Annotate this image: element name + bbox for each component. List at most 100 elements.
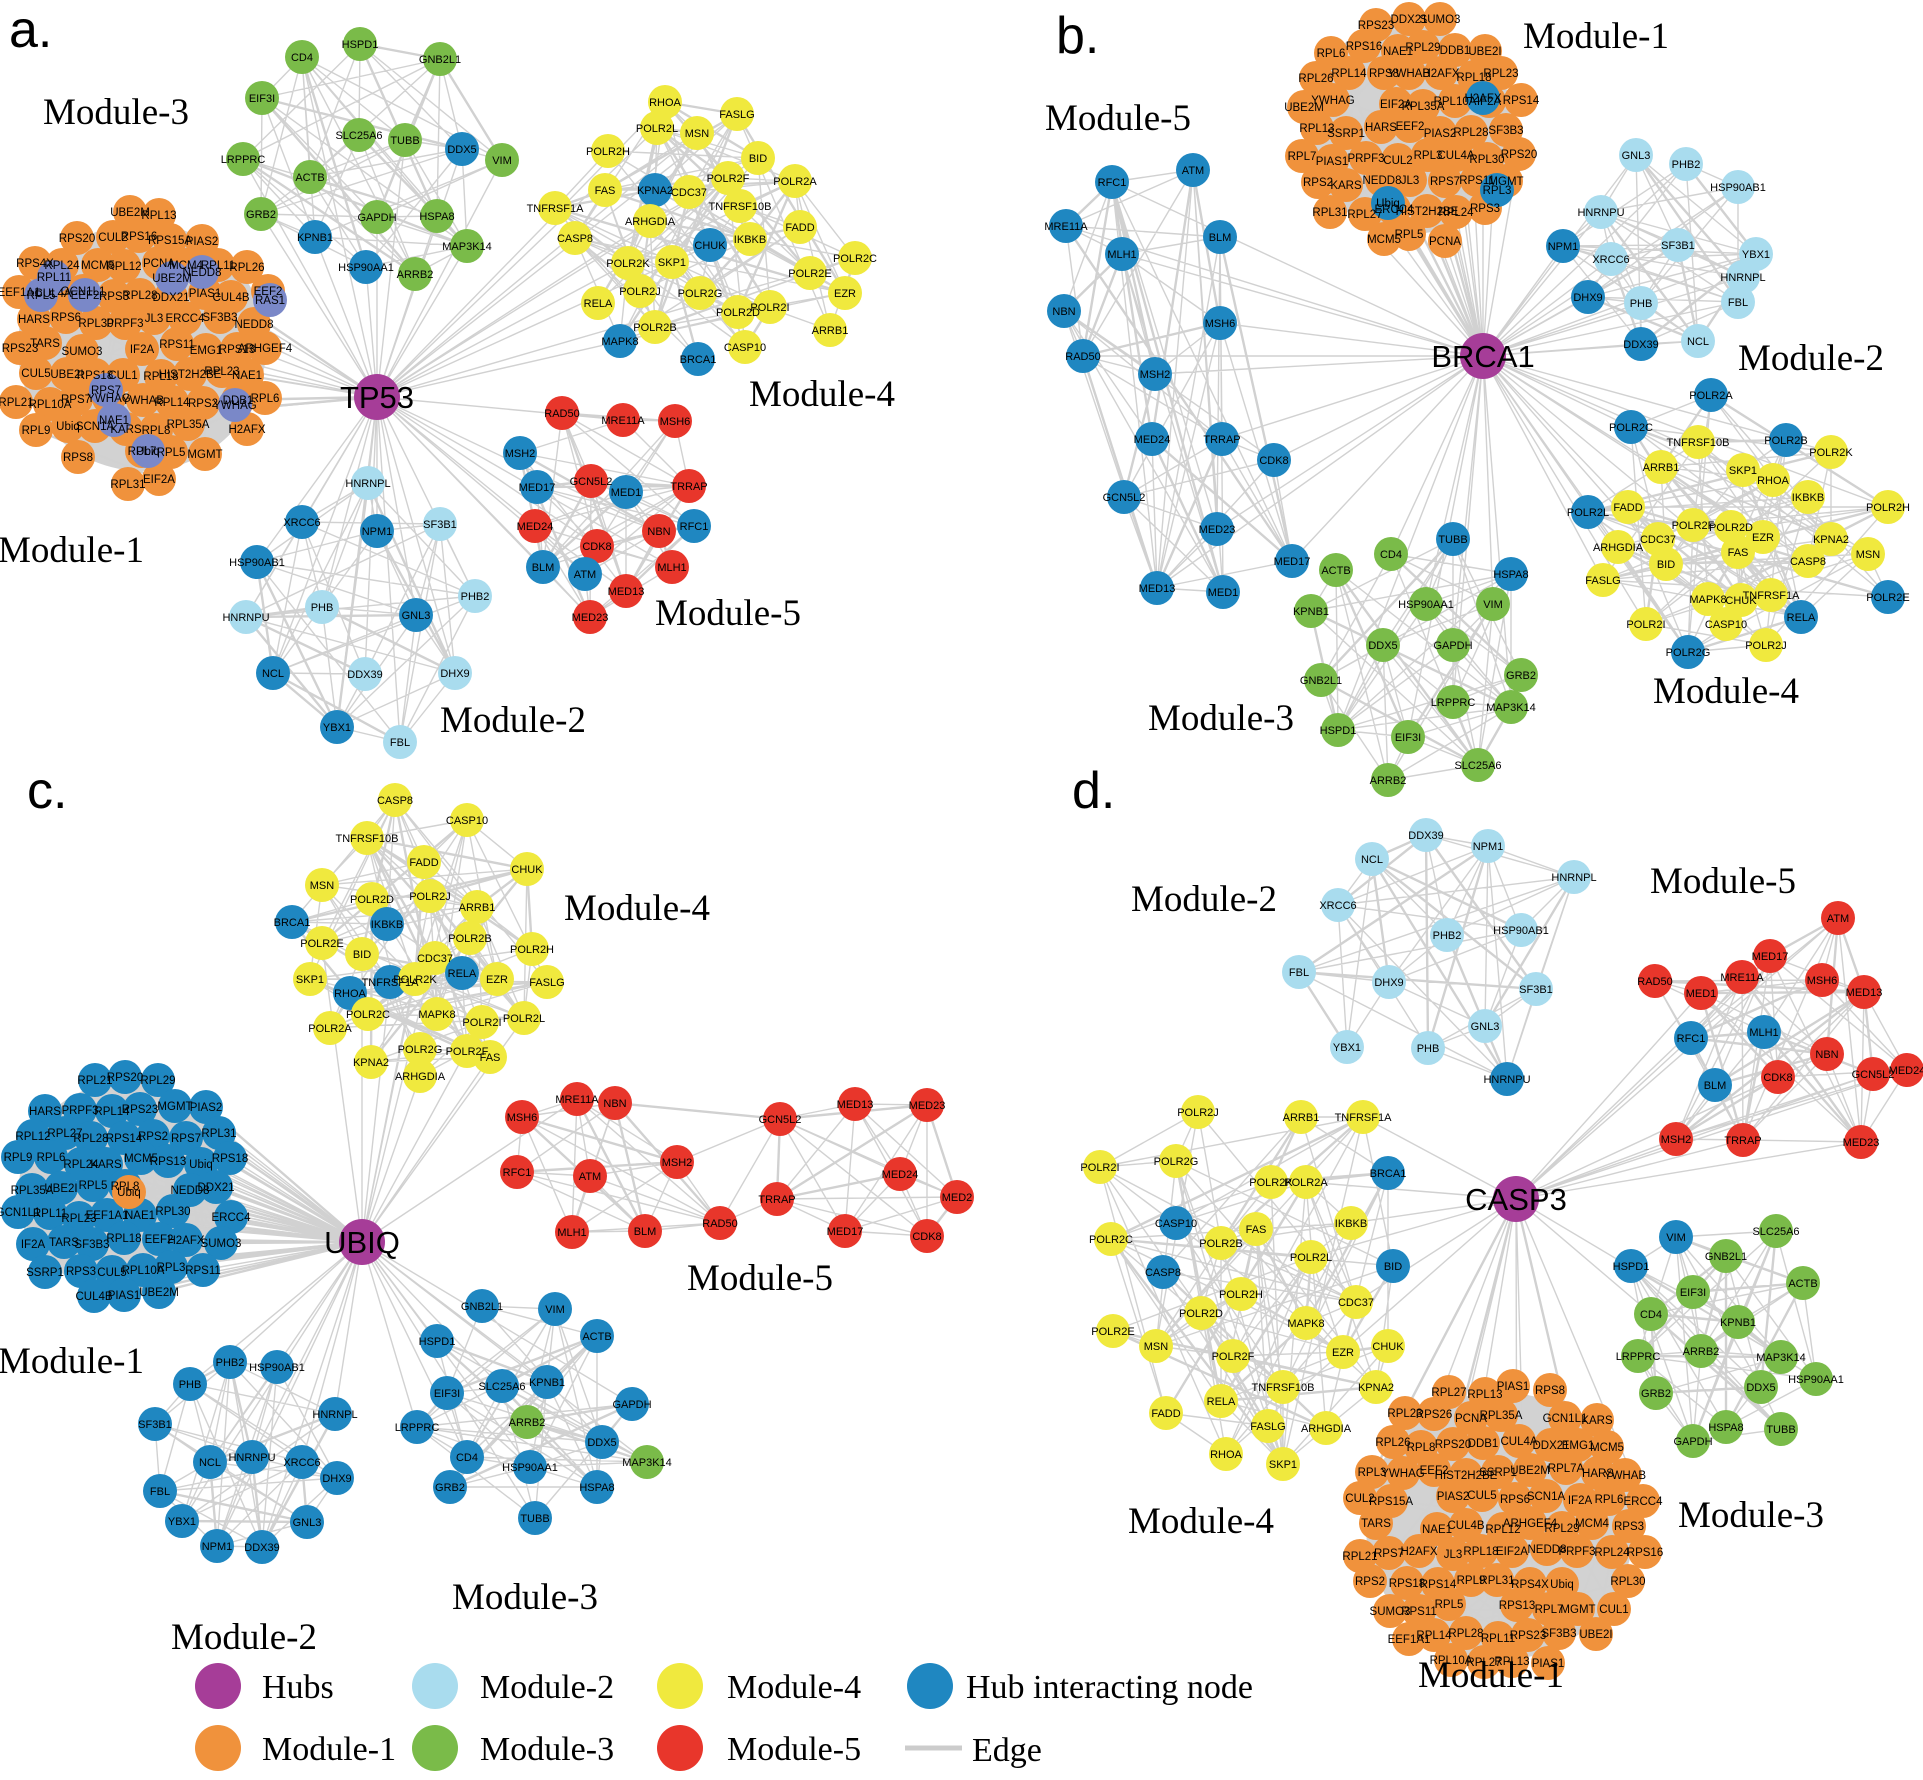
svg-text:a.: a. [9, 1, 52, 59]
svg-text:MED17: MED17 [1752, 951, 1789, 963]
svg-text:ARRB2: ARRB2 [1370, 775, 1407, 787]
svg-text:TNFRSF1A: TNFRSF1A [527, 203, 585, 215]
svg-text:GCN1L1: GCN1L1 [1543, 1413, 1588, 1425]
svg-text:ACTB: ACTB [1321, 565, 1350, 577]
svg-text:UBE2I: UBE2I [1468, 46, 1501, 58]
svg-text:MED23: MED23 [1843, 1137, 1880, 1149]
svg-text:SCN1A: SCN1A [1527, 1491, 1566, 1503]
svg-text:TNFRSF10B: TNFRSF10B [1667, 437, 1730, 449]
svg-text:CASP3: CASP3 [1465, 1182, 1567, 1217]
svg-text:LRPPRC: LRPPRC [1431, 697, 1476, 709]
svg-text:SKP1: SKP1 [1729, 465, 1757, 477]
svg-text:CUL4B: CUL4B [212, 292, 249, 304]
svg-text:DDX39: DDX39 [1623, 339, 1658, 351]
svg-text:RPS3: RPS3 [66, 1266, 96, 1278]
svg-text:PIAS2: PIAS2 [1437, 1491, 1470, 1503]
svg-text:KARS: KARS [1581, 1415, 1613, 1427]
svg-text:Module-3: Module-3 [480, 1731, 614, 1768]
svg-text:YWHAG: YWHAG [87, 393, 131, 405]
svg-text:RPL27: RPL27 [1466, 1657, 1501, 1669]
svg-text:RPL24: RPL24 [1438, 207, 1474, 219]
svg-text:DDX5: DDX5 [447, 144, 476, 156]
svg-text:DDX21: DDX21 [152, 292, 189, 304]
svg-text:MED1: MED1 [1686, 988, 1717, 1000]
svg-text:JL3: JL3 [145, 313, 164, 325]
svg-text:RPL7A: RPL7A [1548, 1463, 1585, 1475]
svg-text:GCN1L1: GCN1L1 [61, 286, 106, 298]
svg-text:HSPA8: HSPA8 [579, 1482, 614, 1494]
svg-text:TARS: TARS [49, 1237, 79, 1249]
svg-text:POLR2I: POLR2I [1626, 619, 1665, 631]
svg-text:YBX1: YBX1 [323, 722, 351, 734]
svg-text:POLR2C: POLR2C [346, 1009, 390, 1021]
svg-text:RFC1: RFC1 [680, 521, 709, 533]
svg-text:POLR2F: POLR2F [1212, 1351, 1255, 1363]
svg-text:Module-3: Module-3 [43, 92, 189, 133]
svg-text:DDX5: DDX5 [1368, 640, 1397, 652]
svg-text:DHX9: DHX9 [322, 1473, 351, 1485]
svg-text:RPL30: RPL30 [155, 1206, 190, 1218]
svg-text:CUL4A: CUL4A [1437, 150, 1474, 162]
svg-text:RPL11: RPL11 [37, 272, 71, 284]
svg-text:TP53: TP53 [340, 380, 414, 415]
svg-text:RPS7: RPS7 [61, 394, 91, 406]
svg-text:VIM: VIM [1483, 599, 1503, 611]
svg-text:CDC37: CDC37 [417, 953, 453, 965]
svg-text:ATM: ATM [574, 569, 596, 581]
svg-text:RPL27: RPL27 [1347, 209, 1382, 221]
svg-text:Module-5: Module-5 [727, 1731, 861, 1768]
svg-text:SSRP1: SSRP1 [1479, 1467, 1517, 1479]
svg-text:TNFRSF10B: TNFRSF10B [709, 201, 772, 213]
svg-text:MED23: MED23 [909, 1100, 946, 1112]
svg-text:RPL6: RPL6 [1595, 1494, 1624, 1506]
svg-text:HSP90AB1: HSP90AB1 [1710, 182, 1766, 194]
svg-text:MED13: MED13 [1846, 987, 1883, 999]
svg-text:HARS: HARS [1582, 1468, 1614, 1480]
svg-text:BRCA1: BRCA1 [1370, 1168, 1407, 1180]
svg-text:BLM: BLM [634, 1226, 657, 1238]
svg-text:XRCC6: XRCC6 [283, 517, 320, 529]
svg-text:YWHAG: YWHAG [213, 400, 257, 412]
svg-text:POLR2I: POLR2I [750, 302, 789, 314]
svg-text:GAPDH: GAPDH [357, 212, 396, 224]
svg-text:POLR2G: POLR2G [1666, 647, 1711, 659]
svg-text:GNB2L1: GNB2L1 [461, 1301, 503, 1313]
svg-text:YBX1: YBX1 [1333, 1042, 1361, 1054]
svg-text:RPS11: RPS11 [185, 1265, 221, 1277]
svg-text:POLR2I: POLR2I [1080, 1162, 1119, 1174]
svg-text:PIAS1: PIAS1 [189, 288, 222, 300]
svg-text:NPM1: NPM1 [1473, 841, 1504, 853]
svg-text:MCM5: MCM5 [81, 260, 115, 272]
svg-text:NAE1: NAE1 [232, 370, 262, 382]
svg-text:FADD: FADD [409, 857, 438, 869]
svg-text:CASP10: CASP10 [1705, 619, 1747, 631]
svg-text:POLR2E: POLR2E [1091, 1326, 1134, 1338]
svg-text:SLC25A6: SLC25A6 [1454, 760, 1501, 772]
svg-text:ARHGDIA: ARHGDIA [1301, 1423, 1352, 1435]
svg-text:POLR2A: POLR2A [773, 176, 817, 188]
svg-text:RPL10A: RPL10A [1434, 96, 1477, 108]
svg-text:UBE2I: UBE2I [50, 369, 83, 381]
svg-text:CASP8: CASP8 [1790, 556, 1826, 568]
svg-text:ARHGDIA: ARHGDIA [395, 1071, 446, 1083]
svg-text:CUL4A: CUL4A [34, 288, 71, 300]
svg-text:POLR2F: POLR2F [707, 173, 750, 185]
svg-text:FBL: FBL [390, 737, 410, 749]
svg-text:RPS7: RPS7 [1374, 1548, 1404, 1560]
svg-text:POLR2G: POLR2G [678, 288, 723, 300]
svg-text:MLH1: MLH1 [657, 562, 686, 574]
svg-text:MCM5: MCM5 [1590, 1442, 1624, 1454]
svg-text:ACTB: ACTB [295, 172, 324, 184]
svg-text:RPS13: RPS13 [1499, 1600, 1535, 1612]
svg-text:BLM: BLM [532, 562, 555, 574]
svg-text:MAP3K14: MAP3K14 [442, 241, 492, 253]
svg-text:HIST2H2BE: HIST2H2BE [1435, 1470, 1498, 1482]
svg-text:SF3B1: SF3B1 [1661, 240, 1695, 252]
svg-text:MRE11A: MRE11A [1044, 221, 1088, 233]
svg-text:HNRNPL: HNRNPL [1720, 272, 1765, 284]
svg-text:RPS20: RPS20 [107, 1072, 143, 1084]
svg-text:CUL5: CUL5 [21, 368, 50, 380]
svg-text:GRB2: GRB2 [246, 209, 276, 221]
svg-text:EIF3I: EIF3I [1395, 732, 1421, 744]
svg-text:MSN: MSN [310, 880, 335, 892]
